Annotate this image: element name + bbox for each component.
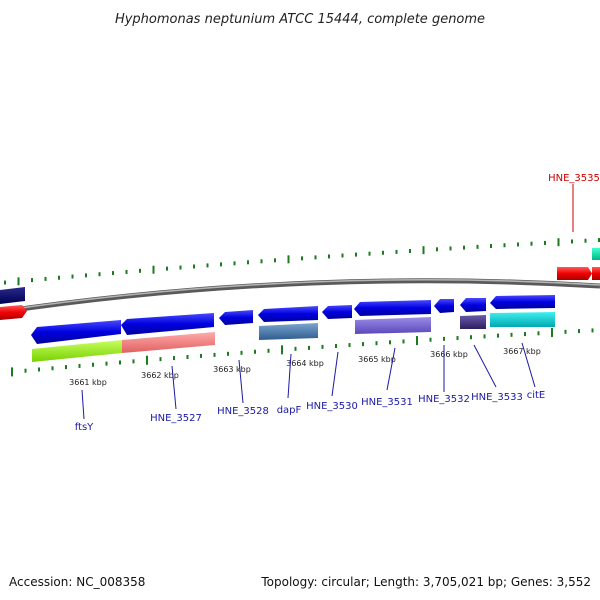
gene-arrow-HNE_3527 [121, 313, 214, 335]
gene-label-HNE_3528[interactable]: HNE_3528 [217, 406, 269, 417]
left-edge-features [0, 287, 27, 320]
cog-bar-green [32, 340, 122, 362]
gene-feature-red [557, 267, 592, 280]
ruler-label: 3666 kbp [430, 350, 468, 359]
gene-label-dapF[interactable]: dapF [277, 405, 302, 416]
gene-label-HNE_3530[interactable]: HNE_3530 [306, 401, 358, 412]
cog-category-bars [32, 312, 555, 362]
cog-bar-purple [460, 315, 486, 329]
leader-line-HNE_3533 [473, 344, 497, 388]
gene-label-citE[interactable]: citE [527, 390, 546, 401]
gene-arrow-citE [490, 295, 555, 309]
gene-arrow-dapF [258, 306, 318, 322]
gene-labels: ftsY HNE_3527 HNE_3528 dapF HNE_3530 HNE_3531… [75, 342, 546, 433]
gene-feature-red [592, 267, 600, 280]
reverse-strand-genes [31, 295, 555, 344]
leader-line-HNE_3528 [238, 359, 244, 404]
gene-feature-red [0, 305, 27, 320]
cog-bar-slate [355, 317, 431, 334]
ruler-label: 3663 kbp [213, 365, 251, 374]
ruler-labels: 3661 kbp 3662 kbp 3663 kbp 3664 kbp 3665 kbp… [69, 347, 541, 387]
ruler-label: 3667 kbp [503, 347, 541, 356]
gene-arrow-HNE_3531 [354, 300, 431, 316]
gene-arrow-HNE_3528 [219, 310, 253, 325]
cog-bar-salmon [122, 332, 215, 353]
highlight-gene[interactable]: HNE_3535 [548, 173, 600, 232]
genome-backbone [0, 278, 600, 315]
gene-label-HNE_3532[interactable]: HNE_3532 [418, 394, 470, 405]
leader-line-citE [521, 342, 536, 388]
forward-strand-features [557, 248, 600, 280]
cog-bar-steel [259, 323, 318, 340]
gene-arrow-ftsY [31, 320, 121, 344]
inner-tick-ring [11, 328, 594, 377]
accession-text: Accession: NC_008358 [9, 575, 145, 589]
gene-label-HNE_3533[interactable]: HNE_3533 [471, 392, 523, 403]
cog-bar-cyan [490, 312, 555, 327]
leader-line-dapF [287, 353, 292, 399]
ruler-label: 3662 kbp [141, 371, 179, 380]
gene-arrow-HNE_3533 [460, 298, 486, 312]
leader-line-ftsY [81, 389, 85, 420]
genome-summary-text: Topology: circular; Length: 3,705,021 bp… [260, 575, 591, 589]
gene-feature-teal [592, 248, 600, 260]
outer-tick-ring [4, 238, 600, 286]
ruler-label: 3665 kbp [358, 355, 396, 364]
leader-line-HNE_3531 [386, 347, 396, 391]
gene-label-HNE_3527[interactable]: HNE_3527 [150, 413, 202, 424]
leader-line-HNE_3530 [331, 351, 339, 397]
leader-line-HNE_3527 [171, 365, 177, 410]
ruler-label: 3661 kbp [69, 378, 107, 387]
gene-label-ftsY[interactable]: ftsY [75, 422, 94, 433]
gene-feature-navy [0, 287, 25, 304]
gene-label-HNE_3535[interactable]: HNE_3535 [548, 173, 600, 184]
gene-arrow-HNE_3532 [434, 299, 454, 313]
gene-arrow-HNE_3530 [322, 305, 352, 319]
map-title: Hyphomonas neptunium ATCC 15444, complet… [115, 12, 485, 27]
gene-label-HNE_3531[interactable]: HNE_3531 [361, 397, 413, 408]
ruler-label: 3664 kbp [286, 359, 324, 368]
